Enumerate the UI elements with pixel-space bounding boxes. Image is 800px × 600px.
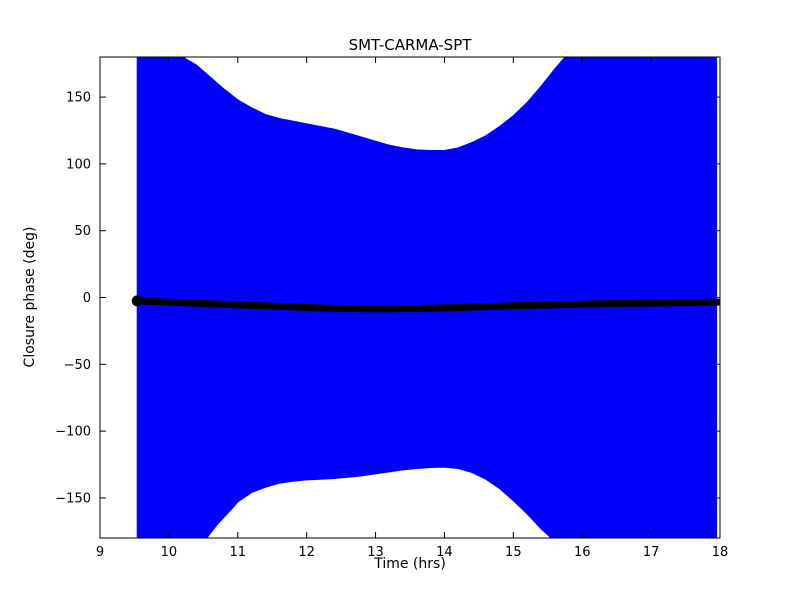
x-axis-label: Time (hrs) bbox=[374, 556, 446, 572]
model-line bbox=[137, 297, 720, 313]
x-tick-label: 9 bbox=[96, 545, 104, 560]
x-tick-label: 16 bbox=[574, 545, 591, 560]
line-start-marker bbox=[131, 295, 143, 307]
y-tick-label: 50 bbox=[74, 224, 91, 239]
y-tick-label: −150 bbox=[55, 491, 91, 506]
x-tick-label: 15 bbox=[505, 545, 522, 560]
x-tick-label: 11 bbox=[230, 545, 247, 560]
y-tick-label: −50 bbox=[64, 358, 91, 373]
x-tick-label: 17 bbox=[643, 545, 660, 560]
x-tick-label: 18 bbox=[712, 545, 729, 560]
x-tick-label: 14 bbox=[436, 545, 453, 560]
x-tick-label: 12 bbox=[298, 545, 315, 560]
y-tick-label: 0 bbox=[83, 291, 91, 306]
x-tick-label: 10 bbox=[161, 545, 178, 560]
x-tick-label: 13 bbox=[367, 545, 384, 560]
uncertainty-envelope bbox=[136, 57, 718, 538]
y-tick-label: 150 bbox=[66, 91, 91, 106]
y-axis-label: Closure phase (deg) bbox=[22, 226, 38, 368]
y-tick-label: −100 bbox=[55, 425, 91, 440]
y-tick-label: 100 bbox=[66, 157, 91, 172]
chart-title: SMT-CARMA-SPT bbox=[348, 36, 472, 54]
